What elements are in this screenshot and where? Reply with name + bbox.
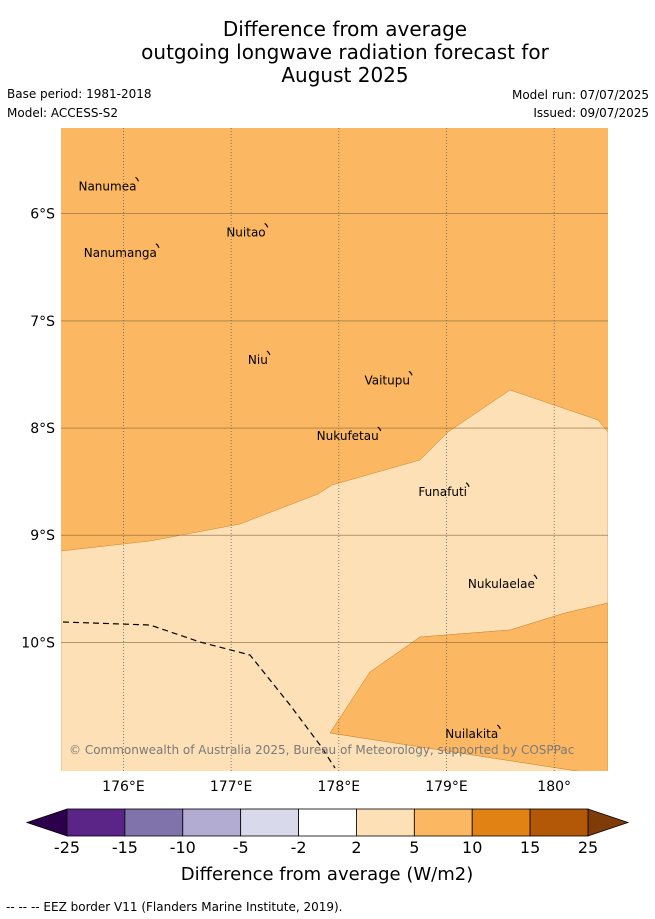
copyright-notice: © Commonwealth of Australia 2025, Bureau… xyxy=(69,743,574,757)
colorbar-tick-label: -15 xyxy=(112,838,138,857)
model-name: Model: ACCESS-S2 xyxy=(7,106,119,120)
gridlines xyxy=(61,128,608,771)
lat-tick-label: 6°S xyxy=(30,207,55,223)
colorbar-segment xyxy=(413,808,473,837)
lon-tick-label: 177°E xyxy=(210,779,253,795)
colorbar-tick-label: -25 xyxy=(54,838,80,857)
base-period: Base period: 1981-2018 xyxy=(7,87,152,101)
axis-ticks: 176°E 177°E 178°E 179°E 180° 6°S 7°S 8°S 9°S 10°S xyxy=(21,207,571,795)
eez-legend: -- -- -- EEZ border V11 (Flanders Marine… xyxy=(6,900,343,914)
lat-tick-label: 8°S xyxy=(30,421,55,437)
island-label: Niu xyxy=(248,353,268,367)
island-label: Nukulaelae xyxy=(468,577,535,591)
lat-tick-label: 10°S xyxy=(21,635,55,651)
colorbar-tick-label: 15 xyxy=(520,838,540,857)
issued-date: Issued: 09/07/2025 xyxy=(533,106,649,120)
island-label: Vaitupu xyxy=(364,373,410,387)
title-line-1: Difference from average xyxy=(222,17,468,41)
colorbar-segment xyxy=(124,808,184,837)
island-marker xyxy=(377,426,382,432)
colorbar-tick-label: 2 xyxy=(351,838,361,857)
island-marker xyxy=(155,243,160,249)
lon-tick-label: 178°E xyxy=(318,779,361,795)
lat-tick-label: 9°S xyxy=(30,528,55,544)
map-figure: Nanumea Nuitao Nanumanga Niu Vaitupu Nukufeta… xyxy=(21,128,630,885)
colorbar-segment xyxy=(356,808,415,837)
colorbar-segment xyxy=(240,808,299,837)
colorbar-segment xyxy=(529,808,589,837)
colorbar-extend-high xyxy=(587,808,630,837)
colorbar-label: Difference from average (W/m2) xyxy=(181,864,473,885)
island-label: Funafuti xyxy=(418,485,467,499)
island-label: Nanumea xyxy=(78,179,136,193)
eez-border xyxy=(62,621,336,769)
colorbar-tick-label: -2 xyxy=(291,838,307,857)
island-marker xyxy=(496,724,501,730)
island-marker xyxy=(135,176,140,182)
island-label: Nanumanga xyxy=(84,246,157,260)
colorbar-segment xyxy=(298,808,357,837)
lon-tick-label: 179°E xyxy=(425,779,468,795)
colorbar-tick-label: 25 xyxy=(578,838,598,857)
region-5-to-10-south-east xyxy=(329,602,608,771)
colorbar-segment xyxy=(182,808,242,837)
island-marker xyxy=(264,222,269,228)
island-label: Nukufetau xyxy=(317,429,379,443)
colorbar-tick-label: 10 xyxy=(462,838,482,857)
island-marker xyxy=(408,370,413,376)
colorbar-extend-low xyxy=(25,808,68,837)
island-label: Nuilakita xyxy=(445,727,498,741)
island-marker xyxy=(465,482,470,487)
island-marker xyxy=(266,350,271,356)
lon-tick-label: 180° xyxy=(537,779,571,795)
colorbar-segment xyxy=(471,808,531,837)
colorbar-tick-label: -5 xyxy=(233,838,249,857)
colorbar: -25 -15 -10 -5 -2 2 5 10 15 25 xyxy=(25,808,630,857)
title-line-3: August 2025 xyxy=(281,63,409,87)
islands: Nanumea Nuitao Nanumanga Niu Vaitupu Nukufeta… xyxy=(78,176,538,741)
island-label: Nuitao xyxy=(226,225,265,239)
title-line-2: outgoing longwave radiation forecast for xyxy=(141,40,549,64)
colorbar-tick-label: -10 xyxy=(170,838,196,857)
lon-tick-label: 176°E xyxy=(102,779,145,795)
colorbar-segment xyxy=(66,808,126,837)
model-run: Model run: 07/07/2025 xyxy=(511,88,649,102)
lat-tick-label: 7°S xyxy=(30,314,55,330)
island-marker xyxy=(533,574,538,580)
colorbar-tick-label: 5 xyxy=(409,838,419,857)
